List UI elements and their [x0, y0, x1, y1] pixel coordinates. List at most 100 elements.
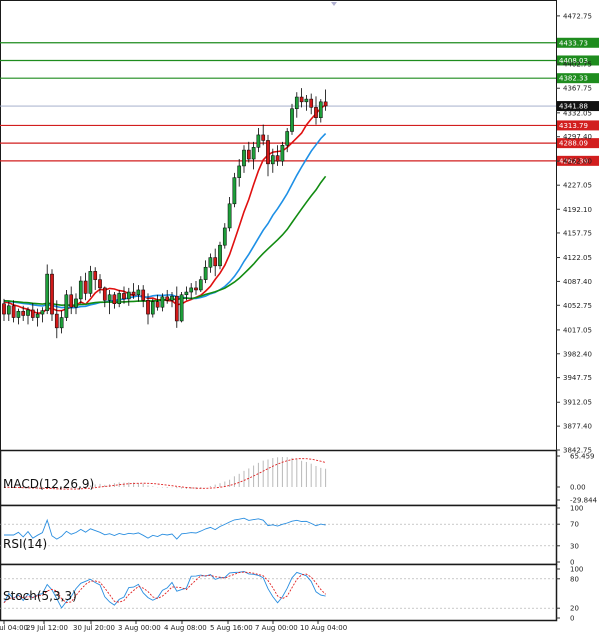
- candle-body: [299, 96, 304, 103]
- rsi-tick-label: 0: [570, 559, 574, 567]
- y-tick-label: 3877.40: [563, 423, 592, 431]
- candle-body: [266, 140, 270, 165]
- candle-body: [74, 298, 78, 308]
- candle-body: [50, 273, 54, 315]
- candle-body: [117, 293, 122, 304]
- level-tag: [557, 120, 599, 131]
- candle-body: [290, 108, 294, 132]
- stoch-tick-label: 100: [570, 566, 583, 574]
- ma-slow-line: [3, 175, 327, 307]
- candle-body: [294, 96, 299, 109]
- macd-pane: [0, 449, 558, 507]
- price-tag: [557, 101, 599, 112]
- candle-body: [16, 311, 21, 318]
- y-tick-label: 3982.40: [563, 350, 592, 358]
- candle-body: [246, 149, 251, 160]
- candle-body: [54, 313, 59, 329]
- y-tick-label: 4297.40: [563, 133, 592, 141]
- y-tick-label: 3912.05: [563, 399, 592, 407]
- candle-body: [213, 257, 218, 267]
- candle-body: [102, 287, 107, 301]
- candle-body: [323, 101, 328, 107]
- x-tick-label: 28 Jul 04:00: [0, 624, 28, 632]
- candle-body: [6, 305, 11, 315]
- candle-body: [150, 301, 155, 315]
- candle-body: [170, 295, 174, 301]
- candle-body: [222, 227, 227, 246]
- candle-body: [304, 98, 309, 103]
- macd-signal-line: [4, 458, 326, 490]
- y-tick-label: 4122.05: [563, 254, 592, 262]
- y-tick-label: 4227.05: [563, 182, 592, 190]
- level-tag: [557, 37, 599, 48]
- candle-body: [59, 317, 64, 329]
- level-tag: [557, 155, 599, 166]
- level-label: 4313.79: [559, 122, 588, 130]
- candle-body: [232, 177, 237, 205]
- candle-body: [45, 273, 50, 311]
- y-tick-label: 4332.05: [563, 109, 592, 117]
- candle-body: [318, 101, 323, 118]
- y-tick-label: 4472.75: [563, 12, 592, 20]
- x-tick-label: 10 Aug 04:00: [300, 624, 347, 632]
- rsi-tick-label: 70: [570, 521, 579, 529]
- level-tag: [557, 55, 599, 66]
- candle-body: [83, 280, 88, 294]
- y-tick-label: 4192.10: [563, 206, 592, 214]
- candle-body: [242, 149, 246, 167]
- level-label: 4382.33: [559, 75, 588, 83]
- candle-body: [69, 294, 74, 308]
- y-tick-label: 4017.05: [563, 326, 592, 334]
- candle-body: [314, 107, 318, 118]
- level-tag: [557, 73, 599, 84]
- level-tag: [557, 138, 599, 149]
- candle-body: [309, 98, 314, 108]
- candle-body: [218, 244, 222, 267]
- candle-body: [208, 257, 213, 268]
- level-label: 4433.73: [559, 39, 588, 47]
- ma-mid-line: [3, 133, 327, 309]
- candle-body: [280, 145, 285, 162]
- candle-body: [64, 294, 69, 318]
- candle-body: [179, 294, 184, 322]
- y-tick-label: 3842.75: [563, 447, 592, 455]
- price-label: 4341.88: [559, 103, 588, 111]
- candle-body: [93, 271, 98, 280]
- candle-body: [26, 309, 30, 316]
- candle-body: [275, 155, 280, 162]
- candle-body: [98, 279, 102, 289]
- macd-tick-label: 0.00: [570, 484, 586, 492]
- macd-tick-label: 65.459: [570, 453, 595, 461]
- candle-body: [122, 293, 126, 300]
- candle-body: [203, 266, 208, 280]
- candle-body: [251, 147, 256, 160]
- stoch-tick-label: 0: [570, 615, 574, 623]
- macd-label: MACD(12,26,9): [3, 477, 94, 491]
- x-tick-label: 29 Jul 12:00: [26, 624, 68, 632]
- candle-body: [107, 294, 112, 301]
- top-marker-icon: [331, 2, 337, 6]
- candle-body: [160, 296, 165, 308]
- candle-body: [270, 155, 275, 165]
- candle-body: [237, 165, 242, 178]
- y-tick-label: 4157.75: [563, 229, 592, 237]
- stoch-tick-label: 80: [570, 575, 579, 583]
- candle-body: [35, 313, 40, 318]
- stoch-pane: [0, 563, 558, 622]
- main-pane: [0, 0, 557, 451]
- rsi-pane: [0, 504, 558, 566]
- rsi-label: RSI(14): [3, 537, 47, 551]
- candle-body: [30, 309, 35, 318]
- rsi-tick-label: 30: [570, 542, 579, 550]
- candle-body: [227, 203, 232, 229]
- candle-body: [174, 295, 179, 322]
- candle-body: [2, 303, 6, 315]
- candle-body: [261, 134, 266, 141]
- y-tick-label: 4262.00: [563, 158, 592, 166]
- candle-body: [189, 287, 194, 293]
- x-tick-label: 3 Aug 00:00: [118, 624, 161, 632]
- candle-body: [40, 310, 45, 315]
- candle-body: [126, 291, 131, 300]
- candle-body: [146, 300, 150, 315]
- candle-body: [256, 134, 261, 148]
